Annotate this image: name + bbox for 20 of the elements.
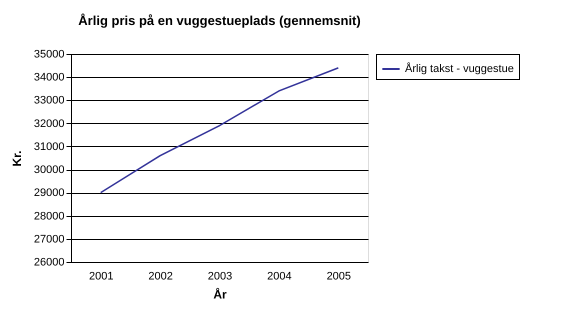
legend-label: Årlig takst - vuggestue	[405, 62, 514, 75]
y-tick-label: 29000	[34, 187, 64, 200]
x-tick-label: 2001	[88, 270, 114, 282]
x-axis-title: År	[213, 288, 227, 302]
y-tick-label: 31000	[34, 140, 64, 153]
y-tick-label: 30000	[34, 164, 64, 176]
y-tick-label: 32000	[34, 118, 64, 130]
line-series	[100, 67, 340, 194]
y-tick-label: 26000	[34, 256, 64, 268]
y-tick-label: 27000	[34, 233, 64, 246]
x-tick-label: 2003	[208, 270, 232, 282]
y-tick-label: 33000	[34, 94, 64, 107]
y-tick-label: 28000	[34, 210, 64, 222]
chart-title: Årlig pris på en vuggestueplads (gennemsnit)	[78, 13, 361, 28]
x-tick-label: 2004	[267, 270, 292, 282]
x-tick-label: 2005	[326, 270, 352, 282]
y-axis-title: Kr.	[10, 150, 24, 167]
x-tick-label: 2002	[148, 270, 173, 282]
y-tick-label: 35000	[34, 48, 64, 60]
y-tick-label: 34000	[34, 72, 64, 84]
